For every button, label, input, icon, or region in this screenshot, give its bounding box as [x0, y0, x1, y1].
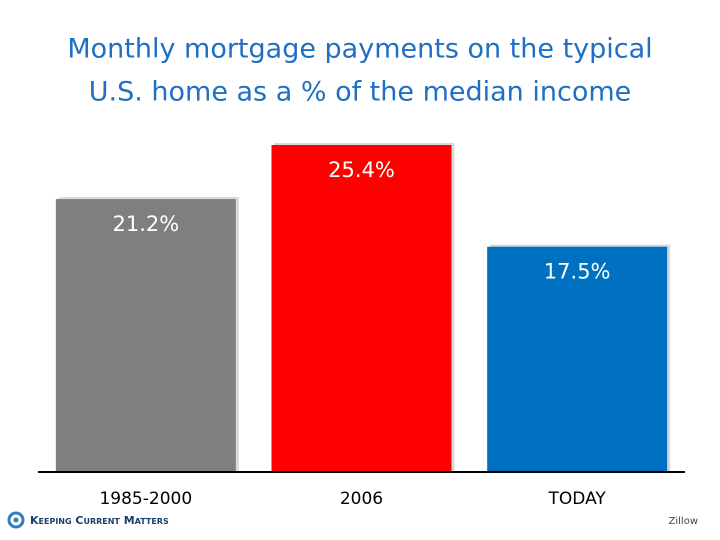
brand: Keeping Current Matters — [30, 514, 169, 527]
bar — [271, 145, 452, 472]
logo — [7, 511, 25, 529]
x-tick-label: TODAY — [548, 489, 607, 509]
bar — [55, 199, 236, 472]
value-label: 21.2% — [112, 212, 179, 236]
x-tick-label: 2006 — [340, 489, 383, 509]
bar — [487, 246, 668, 472]
x-tick-label: 1985-2000 — [99, 489, 192, 509]
value-label: 25.4% — [328, 158, 395, 182]
chart-title: U.S. home as a % of the median income — [89, 77, 632, 108]
chart-title: Monthly mortgage payments on the typical — [67, 34, 652, 65]
source: Zillow — [669, 516, 698, 527]
value-label: 17.5% — [544, 260, 611, 284]
